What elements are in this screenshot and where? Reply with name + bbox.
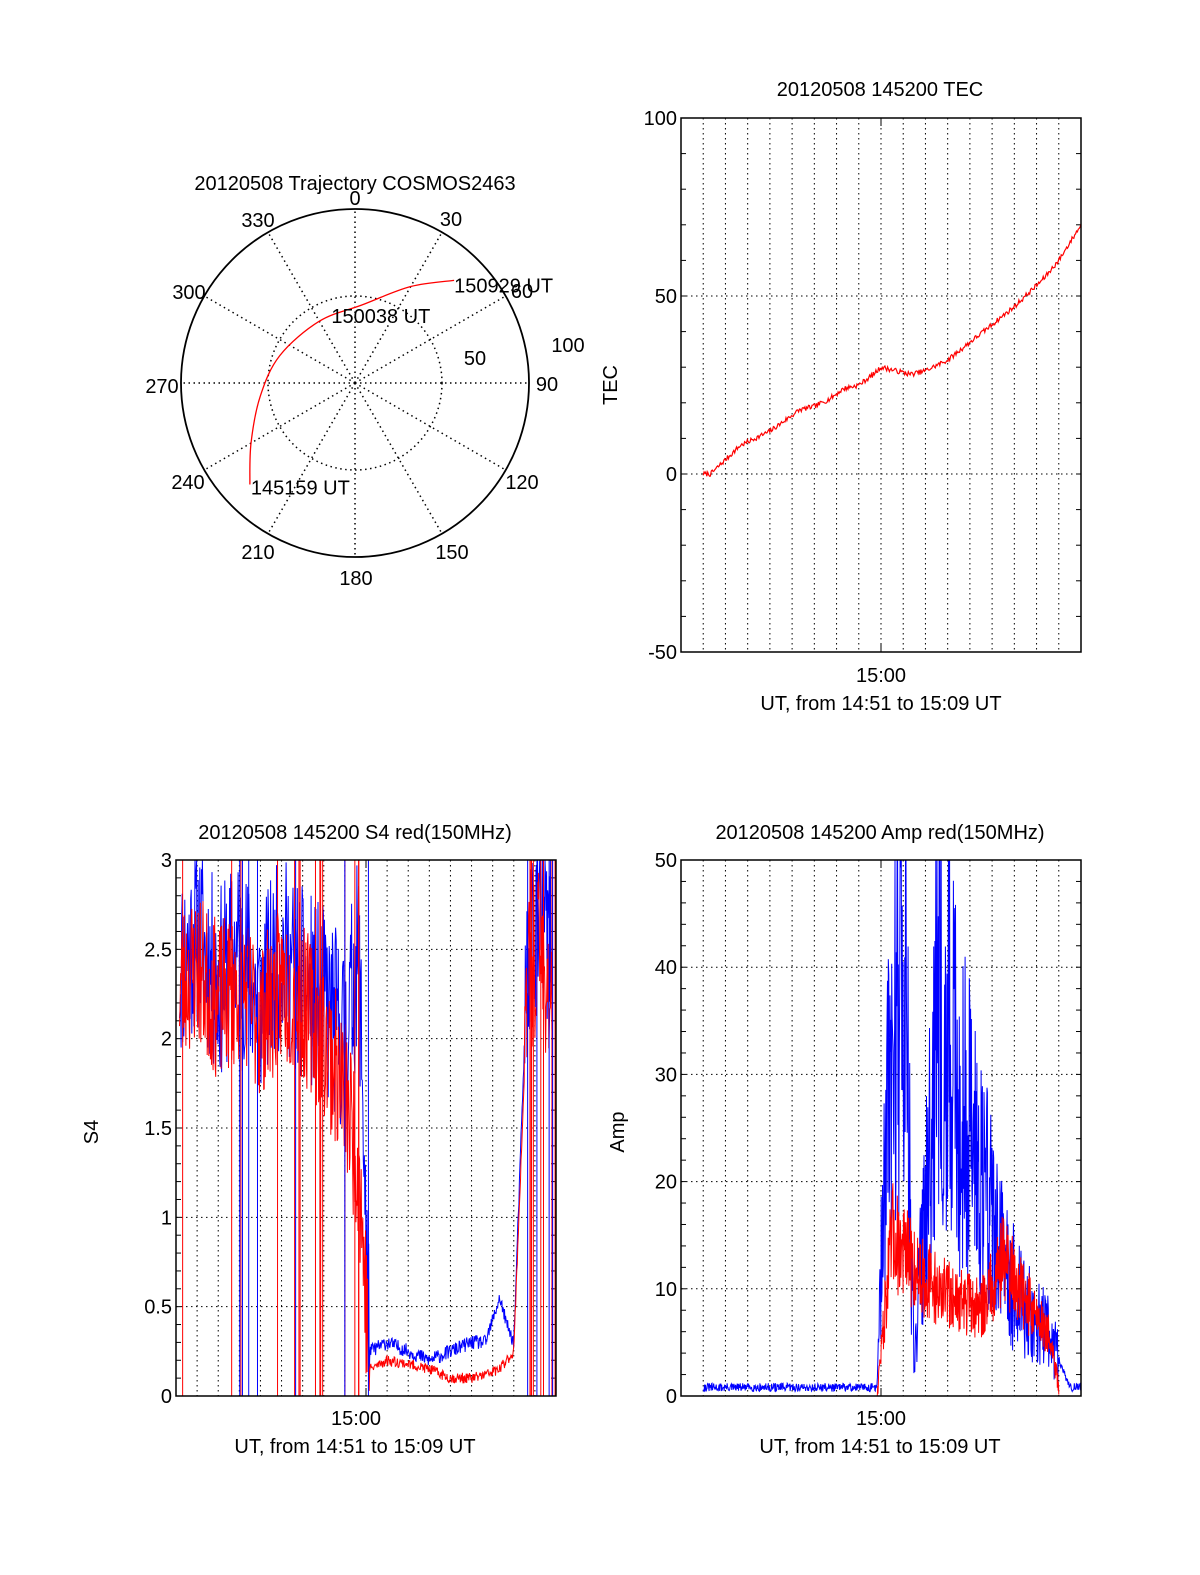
amp-title: 20120508 145200 Amp red(150MHz) bbox=[715, 822, 1044, 844]
polar-spoke-120 bbox=[354, 382, 507, 471]
amp-plot: 0 10 20 30 40 50 bbox=[655, 850, 1082, 1408]
amp-ytick-label: 40 bbox=[655, 957, 677, 979]
tec-ytick-label: 50 bbox=[655, 286, 677, 308]
tec-ytick-label: 100 bbox=[644, 108, 677, 130]
s4-title: 20120508 145200 S4 red(150MHz) bbox=[198, 822, 512, 844]
polar-annotation-1: 150038 UT bbox=[331, 306, 430, 328]
amp-ytick-label: 20 bbox=[655, 1172, 677, 1194]
polar-annotation-2: 145159 UT bbox=[251, 478, 350, 500]
s4-ylabel: S4 bbox=[81, 1120, 103, 1144]
amp-ytick-label: 0 bbox=[666, 1386, 677, 1408]
polar-azimuth-label-210: 210 bbox=[241, 542, 274, 564]
s4-ytick-label: 2.5 bbox=[144, 939, 172, 961]
s4-ytick-label: 1.5 bbox=[144, 1118, 172, 1140]
polar-spoke-30 bbox=[354, 231, 443, 384]
s4-ytick-label: 2 bbox=[161, 1029, 172, 1051]
s4-series-red bbox=[179, 872, 553, 1391]
s4-xlabel: UT, from 14:51 to 15:09 UT bbox=[234, 1436, 475, 1458]
polar-spoke-330 bbox=[267, 231, 356, 384]
polar-azimuth-label-300: 300 bbox=[172, 282, 205, 304]
polar-azimuth-label-90: 90 bbox=[536, 374, 558, 396]
polar-azimuth-label-60: 60 bbox=[511, 281, 533, 303]
polar-series: 150929 UT 150038 UT 145159 UT bbox=[249, 275, 553, 500]
amp-series-red bbox=[876, 1183, 1060, 1396]
polar-spoke-150 bbox=[354, 382, 443, 535]
polar-azimuth-labels: 0 30 60 90 120 150 180 210 240 270 300 330 bbox=[145, 188, 558, 590]
s4-ytick-label: 0.5 bbox=[144, 1297, 172, 1319]
s4-panel: 20120508 145200 S4 red(150MHz) S4 15:00 … bbox=[81, 822, 512, 1458]
tec-ytick-label: 0 bbox=[666, 464, 677, 486]
polar-azimuth-label-240: 240 bbox=[171, 472, 204, 494]
amp-ytick-label: 30 bbox=[655, 1064, 677, 1086]
polar-azimuth-label-180: 180 bbox=[339, 568, 372, 590]
polar-spokes bbox=[181, 209, 529, 557]
tec-plot: -50 0 50 100 bbox=[644, 108, 1082, 664]
polar-radial-label-100: 100 bbox=[551, 335, 584, 357]
tec-series-line bbox=[702, 223, 1082, 477]
polar-azimuth-label-270: 270 bbox=[145, 376, 178, 398]
s4-border bbox=[175, 859, 557, 1397]
tec-border bbox=[680, 117, 1082, 653]
tec-title: 20120508 145200 TEC bbox=[777, 79, 983, 101]
tec-xlabel: UT, from 14:51 to 15:09 UT bbox=[760, 693, 1001, 715]
tec-panel: 20120508 145200 TEC TEC 15:00 UT, from 1… bbox=[600, 79, 1002, 715]
polar-azimuth-label-150: 150 bbox=[435, 542, 468, 564]
amp-time-label: 15:00 bbox=[856, 1408, 906, 1430]
s4-plot: 0 0.5 1 1.5 2 2.5 3 bbox=[144, 850, 557, 1408]
tec-ytick-label: -50 bbox=[648, 642, 677, 664]
polar-radial-label-50: 50 bbox=[464, 348, 486, 370]
polar-azimuth-label-30: 30 bbox=[440, 209, 462, 231]
amp-panel: 20120508 145200 Amp red(150MHz) Amp 15:0… bbox=[607, 822, 1045, 1458]
polar-annotation-0: 150929 UT bbox=[454, 275, 553, 297]
amp-ytick-label: 10 bbox=[655, 1279, 677, 1301]
s4-ytick-label: 0 bbox=[161, 1386, 172, 1408]
polar-spoke-240 bbox=[203, 382, 356, 471]
polar-title: 20120508 Trajectory COSMOS2463 bbox=[194, 173, 515, 195]
s4-ytick-label: 1 bbox=[161, 1207, 172, 1229]
polar-grid-ring-50 bbox=[267, 295, 443, 471]
polar-outer-ring bbox=[180, 208, 530, 558]
amp-border bbox=[680, 859, 1082, 1397]
amp-series-blue bbox=[702, 859, 1082, 1393]
polar-azimuth-label-330: 330 bbox=[241, 210, 274, 232]
amp-ylabel: Amp bbox=[607, 1111, 629, 1152]
polar-spoke-60 bbox=[354, 295, 507, 384]
amp-ytick-label: 50 bbox=[655, 850, 677, 872]
tec-time-label: 15:00 bbox=[856, 665, 906, 687]
s4-time-label: 15:00 bbox=[331, 1408, 381, 1430]
trajectory-polar-panel: 20120508 Trajectory COSMOS2463 0 30 60 90 12… bbox=[145, 173, 584, 590]
s4-ytick-label: 3 bbox=[161, 850, 172, 872]
tec-ylabel: TEC bbox=[600, 365, 622, 405]
polar-spoke-210 bbox=[267, 382, 356, 535]
polar-azimuth-label-120: 120 bbox=[505, 472, 538, 494]
polar-azimuth-label-0: 0 bbox=[349, 188, 360, 210]
polar-spoke-300 bbox=[203, 295, 356, 384]
amp-xlabel: UT, from 14:51 to 15:09 UT bbox=[759, 1436, 1000, 1458]
polar-trajectory-line bbox=[249, 279, 455, 485]
